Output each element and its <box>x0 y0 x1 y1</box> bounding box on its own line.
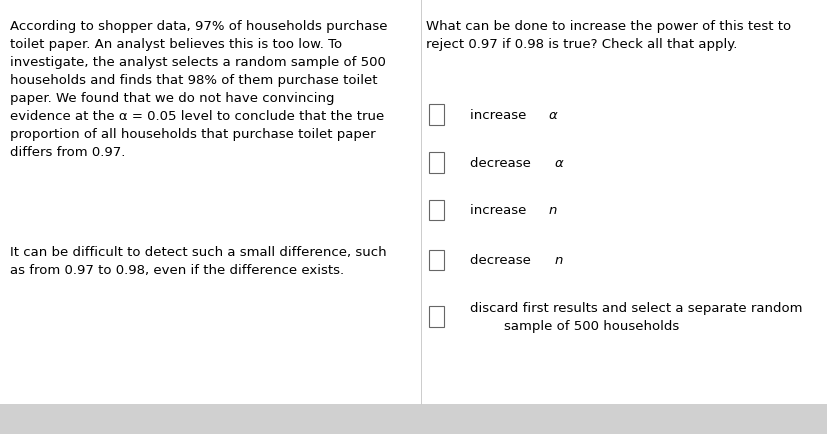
FancyBboxPatch shape <box>428 306 443 327</box>
Text: decrease: decrease <box>470 156 535 169</box>
Text: increase: increase <box>470 204 530 217</box>
FancyBboxPatch shape <box>0 404 827 434</box>
Text: discard first results and select a separate random
        sample of 500 househo: discard first results and select a separ… <box>470 301 802 332</box>
FancyBboxPatch shape <box>0 0 827 404</box>
Text: n: n <box>553 254 562 267</box>
Text: α: α <box>553 156 562 169</box>
Text: According to shopper data, 97% of households purchase
toilet paper. An analyst b: According to shopper data, 97% of househ… <box>10 20 387 158</box>
Text: n: n <box>547 204 557 217</box>
Text: decrease: decrease <box>470 254 535 267</box>
Text: What can be done to increase the power of this test to
reject 0.97 if 0.98 is tr: What can be done to increase the power o… <box>426 20 791 50</box>
Text: α: α <box>547 108 557 122</box>
Text: It can be difficult to detect such a small difference, such
as from 0.97 to 0.98: It can be difficult to detect such a sma… <box>10 245 386 276</box>
FancyBboxPatch shape <box>428 250 443 271</box>
FancyBboxPatch shape <box>428 152 443 173</box>
Text: increase: increase <box>470 108 530 122</box>
FancyBboxPatch shape <box>428 105 443 125</box>
FancyBboxPatch shape <box>428 200 443 221</box>
